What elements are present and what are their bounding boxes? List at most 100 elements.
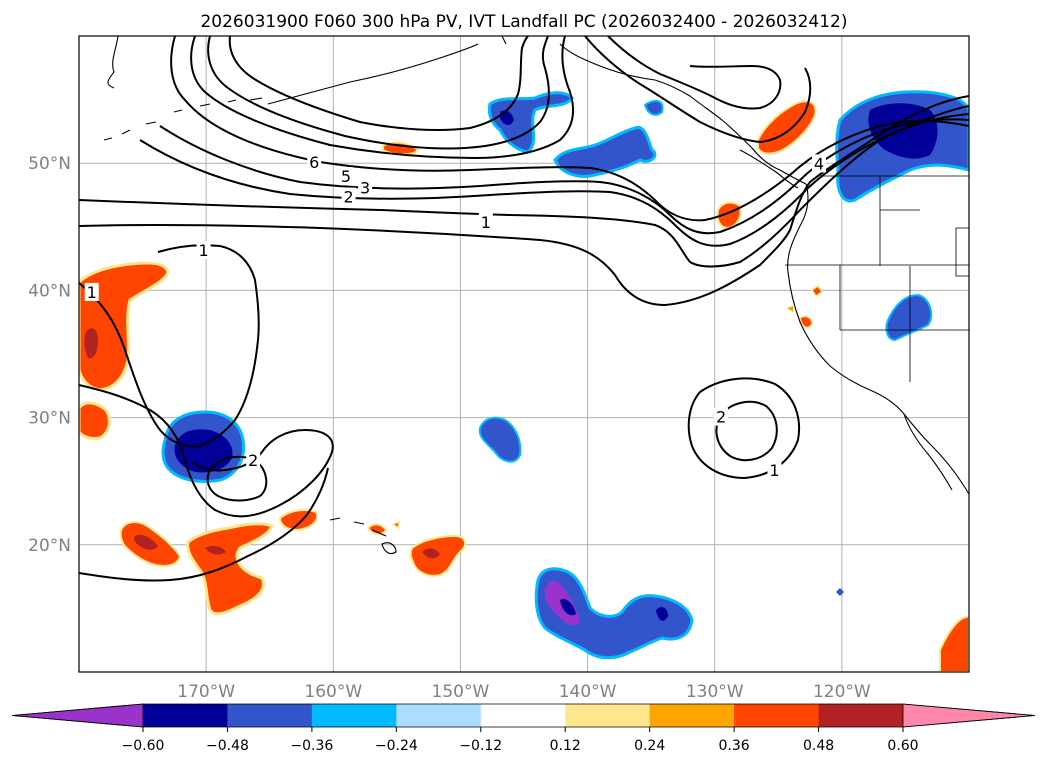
contour-label-bg xyxy=(767,461,782,480)
pos-patch-se-corner xyxy=(939,614,969,672)
colorbar-tick-label: −0.36 xyxy=(290,738,333,754)
contour-label-bg xyxy=(358,178,373,197)
contour-1-south xyxy=(79,467,329,582)
contour-1-east-loop xyxy=(687,377,801,480)
colorbar-extend-high xyxy=(902,703,1036,728)
colorbar-tick-label: −0.60 xyxy=(122,738,165,754)
contour-label: 1 xyxy=(199,241,209,260)
colorbar-segment xyxy=(396,704,482,727)
colorbar-tick-label: −0.12 xyxy=(459,738,502,754)
contour-inner-a xyxy=(207,36,550,150)
longitude-labels: 170°W 160°W 150°W 140°W 130°W 120°W xyxy=(177,682,871,702)
contour-label-bg xyxy=(84,282,99,301)
baja-coast xyxy=(903,413,953,491)
contour-label-bg xyxy=(339,167,353,186)
pos-patch-west-north-core xyxy=(84,328,98,359)
lon-tick-label: 160°W xyxy=(304,682,362,702)
contour-label: 5 xyxy=(341,167,351,186)
colorbar-segment xyxy=(649,704,735,727)
contour-5 xyxy=(170,36,969,222)
lon-tick-label: 130°W xyxy=(686,682,744,702)
colorbar-tick-label: −0.24 xyxy=(375,738,418,754)
contour-label: 4 xyxy=(814,154,824,173)
contour-label-bg xyxy=(714,407,729,426)
lon-tick-label: 120°W xyxy=(813,682,871,702)
contour-label: 1 xyxy=(87,283,97,302)
colorbar-tick-label: 0.24 xyxy=(634,738,665,754)
lon-tick-label: 150°W xyxy=(432,682,490,702)
pos-patch-hawaii-nw xyxy=(366,523,388,536)
lon-tick-label: 140°W xyxy=(559,682,617,702)
neg-patch-goa-east xyxy=(643,99,664,116)
colorbar-tick-label: −0.48 xyxy=(206,738,249,754)
pos-patch-sw-b-core xyxy=(205,545,226,555)
pos-patch-sw-a-core xyxy=(134,534,158,550)
neg-patch-hawaii-ne xyxy=(478,416,522,463)
na-west-coast xyxy=(787,183,969,495)
contour-label: 2 xyxy=(716,408,726,427)
colorbar-tick-label: 0.36 xyxy=(719,738,750,754)
alaska-coast xyxy=(107,36,807,185)
contour-label: 6 xyxy=(309,153,319,172)
aleutian-islands xyxy=(103,97,263,141)
colorbar-segment xyxy=(480,704,566,727)
neg-patch-goa-south xyxy=(553,125,657,178)
colorbar-tick-label: 0.12 xyxy=(550,738,581,754)
neg-patch-bc-core xyxy=(868,103,938,159)
pos-patch-hawaii-dot xyxy=(391,520,400,530)
contour-label-bg xyxy=(341,187,356,206)
lat-tick-label: 20°N xyxy=(28,536,71,556)
hawaii-islands xyxy=(329,517,397,555)
contour-6 xyxy=(190,36,574,160)
pos-patch-hawaii-se-core xyxy=(422,548,440,559)
neg-patch-south-east-core xyxy=(656,607,668,621)
colorbar-segment xyxy=(143,704,228,727)
latitude-labels: 50°N 40°N 30°N 20°N xyxy=(28,154,71,556)
borders xyxy=(785,175,969,382)
lat-tick-label: 50°N xyxy=(28,154,71,174)
lat-tick-label: 40°N xyxy=(28,281,71,301)
pos-patch-ca-dot xyxy=(787,306,793,312)
chart-title: 2026031900 F060 300 hPa PV, IVT Landfall… xyxy=(200,12,847,32)
contour-1-west xyxy=(79,244,260,448)
colorbar-tick-label: 0.48 xyxy=(803,738,834,754)
colorbar-extend-low xyxy=(11,703,144,728)
contour-label: 1 xyxy=(481,213,491,232)
coastlines xyxy=(103,36,969,555)
contour-label-bg xyxy=(246,450,261,469)
lon-tick-label: 170°W xyxy=(177,682,235,702)
pos-patch-ca-b xyxy=(799,315,813,329)
pos-patch-west-mid xyxy=(79,401,111,440)
us-state-lines xyxy=(785,176,969,382)
contour-label-bg xyxy=(478,212,493,231)
colorbar-segment xyxy=(818,704,904,727)
colorbar-tick-label: 0.60 xyxy=(887,738,918,754)
vancouver-island xyxy=(739,149,799,189)
colorbar-segment xyxy=(734,704,820,727)
contour-inner-d xyxy=(607,36,782,110)
pos-patch-bc-coast xyxy=(757,100,817,155)
contour-label-bg xyxy=(811,154,826,173)
contour-2-main xyxy=(79,105,969,268)
contour-1-main xyxy=(79,95,969,307)
contour-label: 2 xyxy=(248,451,258,470)
contour-inner-b xyxy=(228,36,529,131)
contour-label-bg xyxy=(307,153,322,172)
pos-patch-sw-b xyxy=(186,522,274,616)
colorbar-segment xyxy=(565,704,651,727)
contour-label-bg xyxy=(196,240,211,259)
contour-inner-c xyxy=(584,36,812,144)
contour-label: 2 xyxy=(343,188,353,207)
lat-tick-label: 30°N xyxy=(28,409,71,429)
contour-4 xyxy=(159,118,969,235)
colorbar: −0.60 −0.48 −0.36 −0.24 −0.12 0.12 0.24 0.36 0.4… xyxy=(11,703,1036,754)
contour-label: 1 xyxy=(769,461,779,480)
contour-2-east-loop xyxy=(715,400,778,462)
neg-patch-nevada xyxy=(885,293,933,342)
colorbar-segment xyxy=(227,704,313,727)
contour-3 xyxy=(139,113,969,247)
neg-patch-south xyxy=(534,567,694,660)
